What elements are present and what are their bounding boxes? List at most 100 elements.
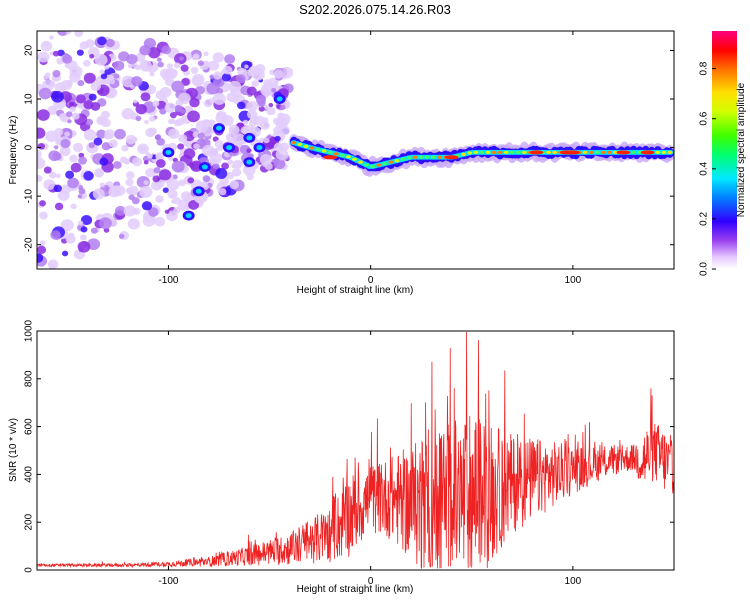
spectrogram-noise-blob xyxy=(85,118,94,126)
spectrogram-noise-blob xyxy=(100,73,108,80)
spectrogram-noise-blob xyxy=(237,161,243,167)
spectrogram-noise-blob xyxy=(79,234,87,241)
spectrogram-noise-blob xyxy=(159,169,172,181)
spectrogram-noise-blob xyxy=(70,162,82,173)
spectrogram-noise-blob xyxy=(154,216,166,227)
ridge-peak xyxy=(485,150,491,155)
spectrogram-noise-blob xyxy=(57,31,69,37)
spectrogram-noise-blob xyxy=(96,129,107,139)
ridge-peak xyxy=(388,160,394,164)
spectrogram-y-tick-label: 20 xyxy=(24,44,35,56)
spectrogram-noise-blob xyxy=(37,51,50,63)
ridge-peak xyxy=(612,150,618,155)
spectrogram-noise-blob xyxy=(77,80,85,87)
snr-x-tick-label: 100 xyxy=(565,576,582,587)
spectrogram-noise-blob xyxy=(267,134,272,139)
spectrogram-noise-blob xyxy=(171,199,176,204)
spectrogram-noise-blob xyxy=(108,139,118,148)
ridge-peak xyxy=(461,152,467,156)
spectrogram-hotspot-core xyxy=(246,135,253,141)
colorbar-tick-label: 0.0 xyxy=(699,262,710,276)
spectrogram-noise-blob xyxy=(83,72,96,84)
spectrogram-noise-blob xyxy=(178,134,188,143)
spectrogram-noise-blob xyxy=(104,64,110,70)
spectrogram-noise-blob xyxy=(60,219,74,232)
spectrogram-noise-blob xyxy=(113,161,122,169)
ridge-peak xyxy=(552,150,558,155)
chart-title: S202.2026.075.14.26.R03 xyxy=(299,2,451,17)
spectrogram-noise-blob xyxy=(52,69,61,78)
snr-y-tick-label: 200 xyxy=(24,513,35,530)
snr-y-tick-label: 800 xyxy=(24,370,35,387)
spectrogram-noise-blob xyxy=(142,214,156,227)
ridge-peak xyxy=(546,150,552,155)
spectrogram-noise-blob xyxy=(275,148,289,161)
spectrogram-noise-blob xyxy=(167,189,178,199)
spectrogram-noise-blob xyxy=(53,184,62,193)
spectrogram-noise-blob xyxy=(47,105,58,116)
spectrogram-noise-blob xyxy=(134,64,141,71)
spectrogram-noise-blob xyxy=(231,167,242,177)
spectrogram-noise-blob xyxy=(141,201,153,211)
ridge-peak xyxy=(436,155,442,159)
ridge-peak xyxy=(667,150,673,155)
spectrogram-noise-blob xyxy=(266,106,276,116)
snr-x-tick-label: 0 xyxy=(368,576,374,587)
spectrogram-x-tick-label: 100 xyxy=(565,275,582,286)
ridge-peak xyxy=(582,150,588,155)
spectrogram-noise-blob xyxy=(176,118,185,126)
spectrogram-noise-blob xyxy=(246,148,252,154)
ridge-peak xyxy=(400,157,406,161)
spectrogram-hotspot-core xyxy=(165,149,172,155)
colorbar-label: Normalized spectral amplitude xyxy=(736,82,747,217)
spectrogram-noise-blob xyxy=(227,159,234,165)
spectrogram-noise-blob xyxy=(54,202,64,211)
spectrogram-noise-blob xyxy=(178,179,187,187)
ridge-peak xyxy=(321,149,327,153)
spectrogram-noise-blob xyxy=(98,116,104,121)
spectrogram-noise-blob xyxy=(278,124,290,136)
spectrogram-noise-blob xyxy=(201,144,215,157)
spectrogram-noise-blob xyxy=(274,79,279,84)
spectrogram-noise-blob xyxy=(243,125,255,135)
spectrogram-noise-blob xyxy=(43,166,52,174)
spectrogram-noise-blob xyxy=(37,245,47,254)
spectrogram-noise-blob xyxy=(173,62,181,69)
spectrogram-noise-blob xyxy=(114,205,126,216)
spectrogram-noise-blob xyxy=(273,69,284,79)
colorbar-tick-label: 0.2 xyxy=(699,212,710,226)
ridge-max xyxy=(444,155,459,160)
spectrogram-noise-blob xyxy=(273,158,286,170)
spectrogram-noise-blob xyxy=(83,129,97,141)
spectrogram-noise-blob xyxy=(228,80,242,93)
spectrogram-noise-blob xyxy=(187,110,200,123)
spectrogram-noise-blob xyxy=(135,115,142,122)
spectrogram-hotspot-core xyxy=(276,96,283,102)
spectrogram-noise-blob xyxy=(54,82,66,93)
spectrogram-noise-blob xyxy=(226,171,235,180)
spectrogram-noise-blob xyxy=(135,52,146,62)
spectrogram-noise-blob xyxy=(229,180,240,190)
spectrogram-noise-blob xyxy=(203,99,213,108)
spectrogram-noise-blob xyxy=(131,76,143,87)
spectrogram-noise-blob xyxy=(77,220,84,226)
spectrogram-noise-blob xyxy=(207,119,216,127)
snr-y-tick-label: 0 xyxy=(24,567,35,573)
spectrogram-noise-blob xyxy=(155,195,164,203)
spectrogram-noise-blob xyxy=(152,100,160,107)
spectrogram-noise-blob xyxy=(202,183,209,190)
spectrogram-noise-blob xyxy=(161,45,172,55)
spectrogram-noise-blob xyxy=(78,188,86,195)
spectrogram-noise-blob xyxy=(180,64,189,72)
spectrogram-noise-blob xyxy=(212,52,225,63)
spectrogram-noise-blob xyxy=(90,102,101,111)
spectrogram-noise-blob xyxy=(74,31,84,37)
spectrogram-noise-blob xyxy=(126,54,138,65)
spectrogram-noise-blob xyxy=(121,144,129,152)
spectrogram-noise-blob xyxy=(125,187,134,195)
spectrogram-noise-blob xyxy=(109,79,116,85)
spectrogram-noise-blob xyxy=(61,250,69,257)
spectrogram-noise-blob xyxy=(76,49,84,56)
ridge-peak xyxy=(309,146,315,150)
